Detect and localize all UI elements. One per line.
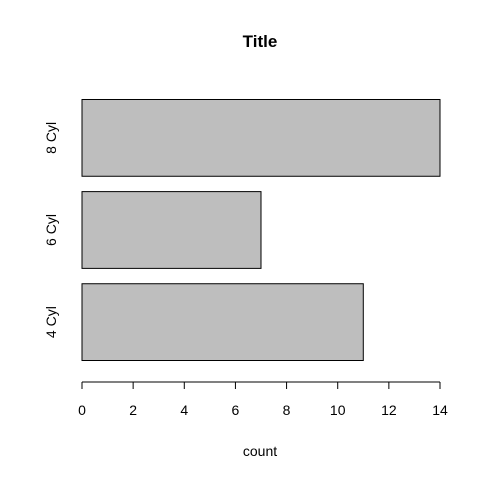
bars-group bbox=[81, 98, 441, 362]
category-label: 6 Cyl bbox=[43, 214, 59, 246]
x-axis-title: count bbox=[243, 443, 277, 459]
x-tick-label: 12 bbox=[381, 402, 397, 418]
category-label: 4 Cyl bbox=[43, 306, 59, 338]
x-tick-label: 4 bbox=[180, 402, 188, 418]
x-tick-label: 8 bbox=[283, 402, 291, 418]
bar-4-cyl bbox=[81, 283, 364, 362]
x-tick-label: 6 bbox=[232, 402, 240, 418]
bar-6-cyl bbox=[81, 191, 262, 269]
category-labels-group: 4 Cyl 6 Cyl 8 Cyl bbox=[43, 122, 59, 338]
x-tick-label: 14 bbox=[432, 402, 448, 418]
x-axis: 0 2 4 6 8 10 12 14 bbox=[78, 381, 448, 418]
chart-title: Title bbox=[243, 32, 278, 51]
x-tick-label: 10 bbox=[330, 402, 346, 418]
x-tick-label: 2 bbox=[129, 402, 137, 418]
category-label: 8 Cyl bbox=[43, 122, 59, 154]
x-tick-label: 0 bbox=[78, 402, 86, 418]
bar-8-cyl bbox=[81, 98, 441, 177]
